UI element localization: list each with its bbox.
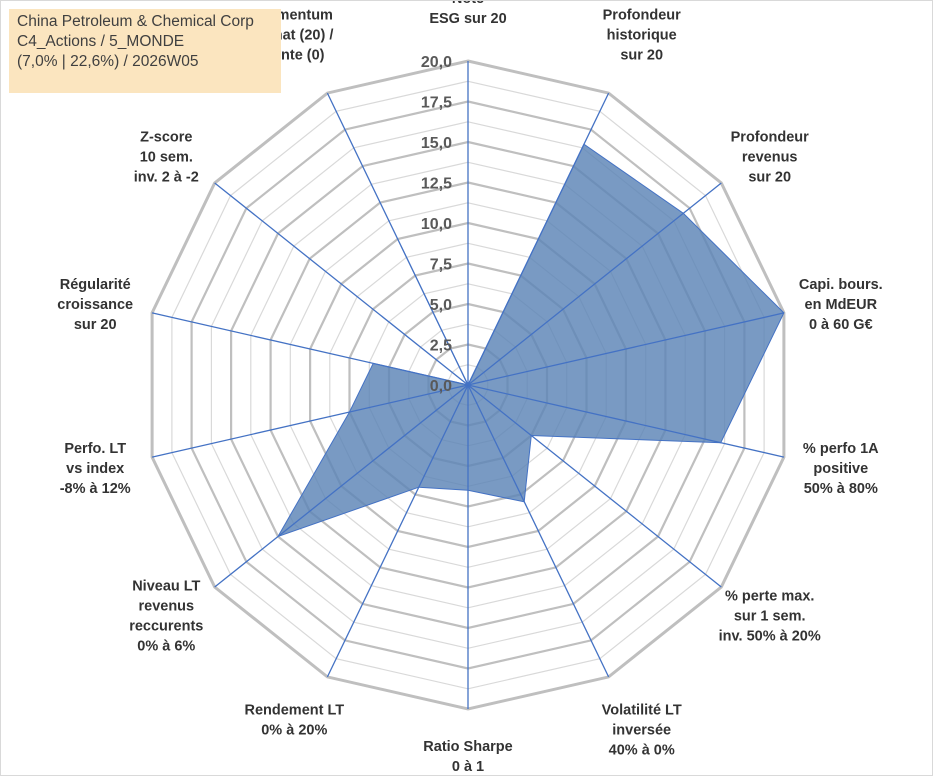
axis-label-line: vs index	[66, 461, 124, 477]
tick-label: 7,5	[430, 257, 452, 274]
axis-spoke	[151, 384, 469, 458]
axis-label-line: Perfo. LT	[64, 441, 126, 457]
axis-label: % perfo 1A positive 50% à 80%	[803, 441, 879, 497]
title-period: (7,0% | 22,6%) / 2026W05	[17, 53, 199, 70]
axis-label: % perte max. sur 1 sem. inv. 50% à 20%	[719, 588, 821, 644]
title-category: C4_Actions / 5_MONDE	[17, 33, 185, 50]
axis-label-line: % perfo 1A	[803, 441, 879, 457]
axis-spoke	[467, 384, 785, 458]
axis-spoke	[326, 92, 469, 386]
axis-label-line: inv. 50% à 20%	[719, 628, 821, 644]
axis-label-line: 0 à 1	[452, 759, 484, 775]
axis-label-line: Rendement LT	[244, 703, 344, 719]
axis-label-line: inversée	[612, 723, 671, 739]
axis-label-line: en MdEUR	[805, 297, 878, 313]
tick-label: 17,5	[421, 95, 452, 112]
axis-label-line: -8% à 12%	[60, 481, 131, 497]
axis-label: Note ESG sur 20	[429, 1, 506, 27]
tick-label: 15,0	[421, 135, 452, 152]
axis-label-line: 50% à 80%	[804, 481, 878, 497]
axis-label-line: revenus	[138, 598, 194, 614]
axis-label: Niveau LT revenus reccurents 0% à 6%	[129, 578, 203, 654]
axis-label-line: croissance	[57, 297, 133, 313]
axis-label: Profondeur historique sur 20	[603, 7, 681, 63]
axis-label-line: 0% à 20%	[261, 723, 327, 739]
axis-label-line: reccurents	[129, 618, 203, 634]
axis-label-line: historique	[607, 27, 677, 43]
axis-spoke	[467, 384, 722, 588]
axis-label-line: ESG sur 20	[429, 11, 506, 27]
tick-label: 20,0	[421, 54, 452, 71]
axis-label-line: Z-score	[140, 130, 192, 146]
axis-label: Perfo. LT vs index -8% à 12%	[60, 441, 131, 497]
axis-label-line: Ratio Sharpe	[423, 739, 512, 755]
axis-label-line: sur 20	[74, 317, 117, 333]
axis-label-line: Niveau LT	[132, 578, 200, 594]
axis-label-line: 40% à 0%	[609, 743, 675, 759]
tick-label: 0,0	[430, 378, 452, 395]
axis-label-line: % perte max.	[725, 588, 814, 604]
axis-label: Volatilité LT inversée 40% à 0%	[602, 703, 682, 759]
tick-label: 2,5	[430, 338, 452, 355]
axis-spoke	[214, 384, 469, 588]
axis-label: Rendement LT 0% à 20%	[244, 703, 344, 739]
axis-label-line: inv. 2 à -2	[134, 170, 199, 186]
axis-label-line: Volatilité LT	[602, 703, 682, 719]
axis-spoke	[214, 182, 469, 386]
axis-label: Régularité croissance sur 20	[57, 277, 133, 333]
axis-spoke	[151, 312, 469, 386]
axis-label-line: Profondeur	[731, 130, 809, 146]
title-company: China Petroleum & Chemical Corp	[17, 13, 254, 30]
axis-label-line: 0% à 6%	[137, 638, 195, 654]
axis-label-line: 10 sem.	[140, 150, 193, 166]
chart-title-box: China Petroleum & Chemical Corp C4_Actio…	[9, 9, 281, 93]
axis-label: Z-score 10 sem. inv. 2 à -2	[134, 130, 199, 186]
axis-label-line: positive	[813, 461, 868, 477]
axis-label: Profondeur revenus sur 20	[731, 130, 809, 186]
axis-spoke	[467, 312, 785, 386]
axis-label: Capi. bours. en MdEUR 0 à 60 G€	[799, 277, 883, 333]
axis-label-line: Capi. bours.	[799, 277, 883, 293]
tick-label: 5,0	[430, 297, 452, 314]
tick-label: 10,0	[421, 216, 452, 233]
axis-label-line: 0 à 60 G€	[809, 317, 873, 333]
axis-label-line: sur 20	[748, 170, 791, 186]
axis-label: Ratio Sharpe 0 à 1	[423, 739, 512, 775]
axis-label-line: revenus	[742, 150, 798, 166]
axis-label-line: sur 1 sem.	[734, 608, 806, 624]
axis-spoke	[467, 384, 610, 678]
axis-spoke	[326, 384, 469, 678]
axis-label-line: Profondeur	[603, 7, 681, 23]
axis-label-line: sur 20	[620, 47, 663, 63]
axis-spoke	[467, 182, 722, 386]
axis-label-line: Note	[452, 1, 484, 7]
tick-label: 12,5	[421, 176, 452, 193]
axis-spoke	[467, 92, 610, 386]
axis-label-line: Régularité	[60, 277, 131, 293]
